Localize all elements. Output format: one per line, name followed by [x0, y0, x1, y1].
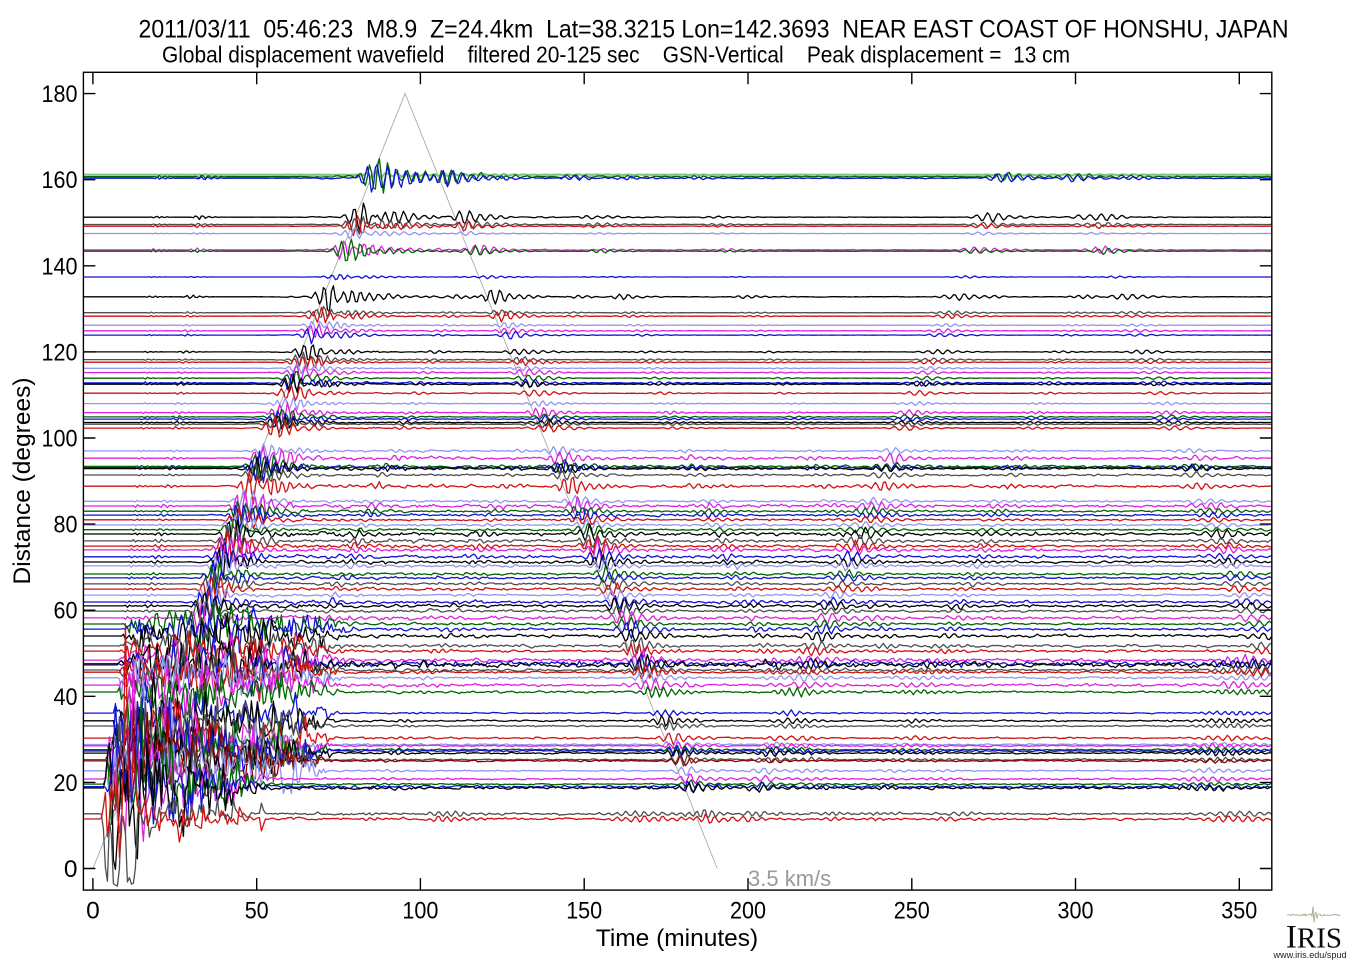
svg-text:50: 50	[245, 898, 269, 925]
svg-text:150: 150	[566, 898, 602, 925]
svg-text:Time (minutes): Time (minutes)	[596, 925, 758, 952]
svg-text:20: 20	[54, 770, 78, 797]
svg-text:200: 200	[730, 898, 766, 925]
svg-text:160: 160	[42, 167, 78, 194]
svg-text:Distance (degrees): Distance (degrees)	[9, 378, 36, 585]
svg-text:100: 100	[402, 898, 438, 925]
svg-text:120: 120	[42, 339, 78, 366]
svg-text:0: 0	[86, 898, 100, 925]
svg-text:180: 180	[42, 81, 78, 108]
svg-text:60: 60	[54, 598, 78, 625]
svg-text:Global displacement wavefield: Global displacement wavefield filtered 2…	[162, 42, 1070, 68]
svg-text:40: 40	[54, 684, 78, 711]
svg-text:0: 0	[64, 856, 78, 883]
svg-text:80: 80	[54, 512, 78, 539]
svg-text:100: 100	[42, 426, 78, 453]
svg-text:3.5 km/s: 3.5 km/s	[748, 866, 831, 891]
svg-text:350: 350	[1221, 898, 1257, 925]
svg-text:140: 140	[42, 253, 78, 280]
svg-text:IRIS: IRIS	[1286, 920, 1342, 956]
svg-text:www.iris.edu/spud: www.iris.edu/spud	[1273, 949, 1347, 960]
svg-text:300: 300	[1058, 898, 1094, 925]
svg-text:250: 250	[894, 898, 930, 925]
svg-text:2011/03/11 05:46:23 M8.9 Z=: 2011/03/11 05:46:23 M8.9 Z=24.4km Lat=38…	[139, 16, 1289, 44]
